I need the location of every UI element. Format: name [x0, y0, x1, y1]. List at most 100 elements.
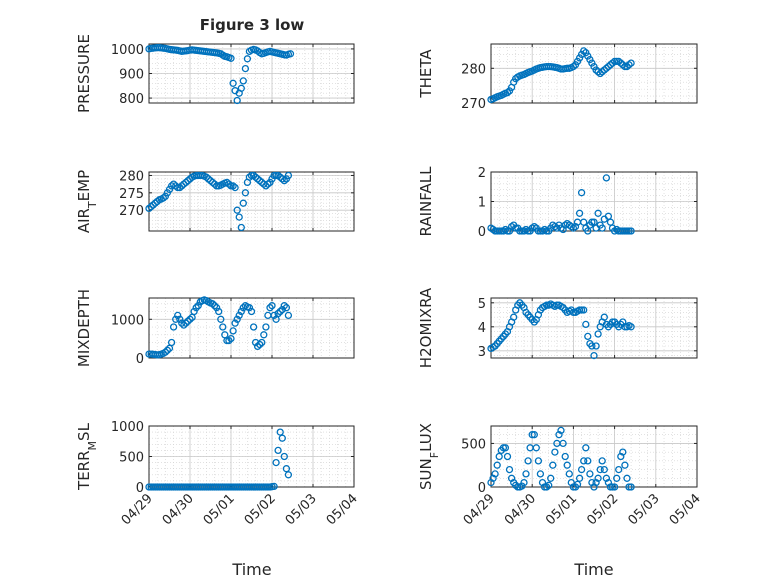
data-point [225, 180, 233, 188]
data-point [241, 64, 250, 73]
data-point [212, 304, 221, 312]
data-point [235, 311, 243, 320]
data-point [557, 426, 565, 435]
y-tick-label: 900 [119, 68, 144, 83]
data-point [239, 77, 247, 85]
data-point [243, 55, 252, 63]
data-point [192, 304, 200, 312]
data-point [215, 307, 223, 316]
data-point [237, 223, 245, 232]
x-axis-label-left: Time [231, 560, 271, 579]
y-tick-label: 280 [119, 169, 144, 184]
data-point [237, 84, 245, 92]
data-point [536, 470, 545, 478]
data-point [163, 346, 172, 354]
data-point [617, 59, 625, 67]
data-point [569, 308, 578, 317]
data-point [627, 483, 635, 491]
data-point [280, 302, 288, 310]
data-point [233, 315, 241, 323]
data-point [596, 69, 604, 78]
data-point [229, 327, 237, 335]
x-tick-label: 05/02 [242, 491, 279, 528]
subplot-sun-flux: 0 500 04/29 04/30 05/01 05/02 05/03 05/04 SUNFLU… [417, 423, 704, 528]
data-point [227, 334, 235, 343]
x-tick-label: 05/01 [201, 491, 238, 528]
data-point [598, 68, 606, 76]
data-point [190, 307, 198, 316]
data-point [247, 171, 256, 180]
data-point [600, 313, 608, 321]
y-tick-label: 270 [461, 97, 486, 112]
y-tick-label: 1 [478, 196, 486, 211]
y-tick-label: 0 [136, 352, 144, 367]
x-tick-label: 05/04 [667, 491, 704, 528]
data-point [575, 209, 584, 217]
data-point [625, 483, 633, 491]
data-point [600, 465, 608, 474]
x-tick-label: 04/30 [502, 491, 539, 528]
y-axis-label: TERRMSL [75, 422, 99, 491]
data-points [145, 296, 293, 359]
data-point [186, 315, 194, 323]
data-point [178, 182, 186, 190]
y-tick-label: 280 [461, 62, 486, 77]
data-point [237, 307, 245, 316]
data-points [487, 426, 635, 491]
data-point [149, 201, 157, 209]
data-point [610, 483, 619, 491]
axes-box [490, 43, 698, 104]
data-point [147, 203, 155, 211]
data-point [276, 428, 284, 436]
data-point [161, 348, 170, 356]
y-tick-label: 1000 [111, 43, 144, 58]
data-point [590, 351, 598, 360]
data-point [594, 474, 602, 482]
data-point [172, 315, 180, 323]
subplot-theta: 270 280 THETA [417, 43, 698, 112]
data-point [584, 332, 592, 341]
data-point [278, 305, 286, 314]
data-point [561, 452, 569, 461]
data-point [623, 62, 631, 71]
x-tick-label: 04/29 [461, 491, 498, 528]
data-point [495, 452, 503, 461]
data-point [545, 481, 553, 489]
data-point [282, 465, 291, 473]
data-point [584, 457, 592, 465]
y-tick-label: 0 [478, 225, 486, 240]
data-point [592, 478, 600, 487]
y-tick-label: 270 [119, 204, 144, 219]
subplot-pressure: 800 900 1000 PRESSURE [75, 34, 355, 113]
y-axis-label: MIXDEPTH [75, 289, 93, 367]
data-point [503, 88, 512, 97]
plot-area [149, 172, 354, 231]
data-point [580, 306, 588, 314]
data-point [202, 173, 211, 181]
y-axis-label: THETA [417, 49, 435, 99]
data-point [231, 319, 239, 327]
figure-title: Figure 3 low [200, 16, 305, 34]
y-tick-label: 0 [136, 481, 144, 496]
plot-area [149, 298, 354, 358]
data-point [602, 474, 611, 482]
data-point [602, 64, 611, 72]
data-point [233, 96, 241, 105]
data-point [613, 474, 621, 482]
subplot-air-temp: 270 275 280 AIRTEMP [75, 169, 355, 233]
data-point [534, 457, 543, 465]
data-point [280, 177, 288, 185]
data-point [522, 470, 530, 478]
data-point [270, 311, 278, 320]
data-point [174, 183, 182, 192]
data-point [608, 483, 617, 491]
data-point [621, 461, 629, 469]
data-point [577, 465, 586, 474]
axes-box [148, 297, 355, 359]
y-tick-label: 800 [119, 92, 144, 107]
data-point [582, 320, 590, 329]
data-point [253, 342, 262, 351]
x-tick-label: 04/29 [119, 491, 156, 528]
data-point [625, 227, 633, 235]
data-point [619, 448, 627, 456]
